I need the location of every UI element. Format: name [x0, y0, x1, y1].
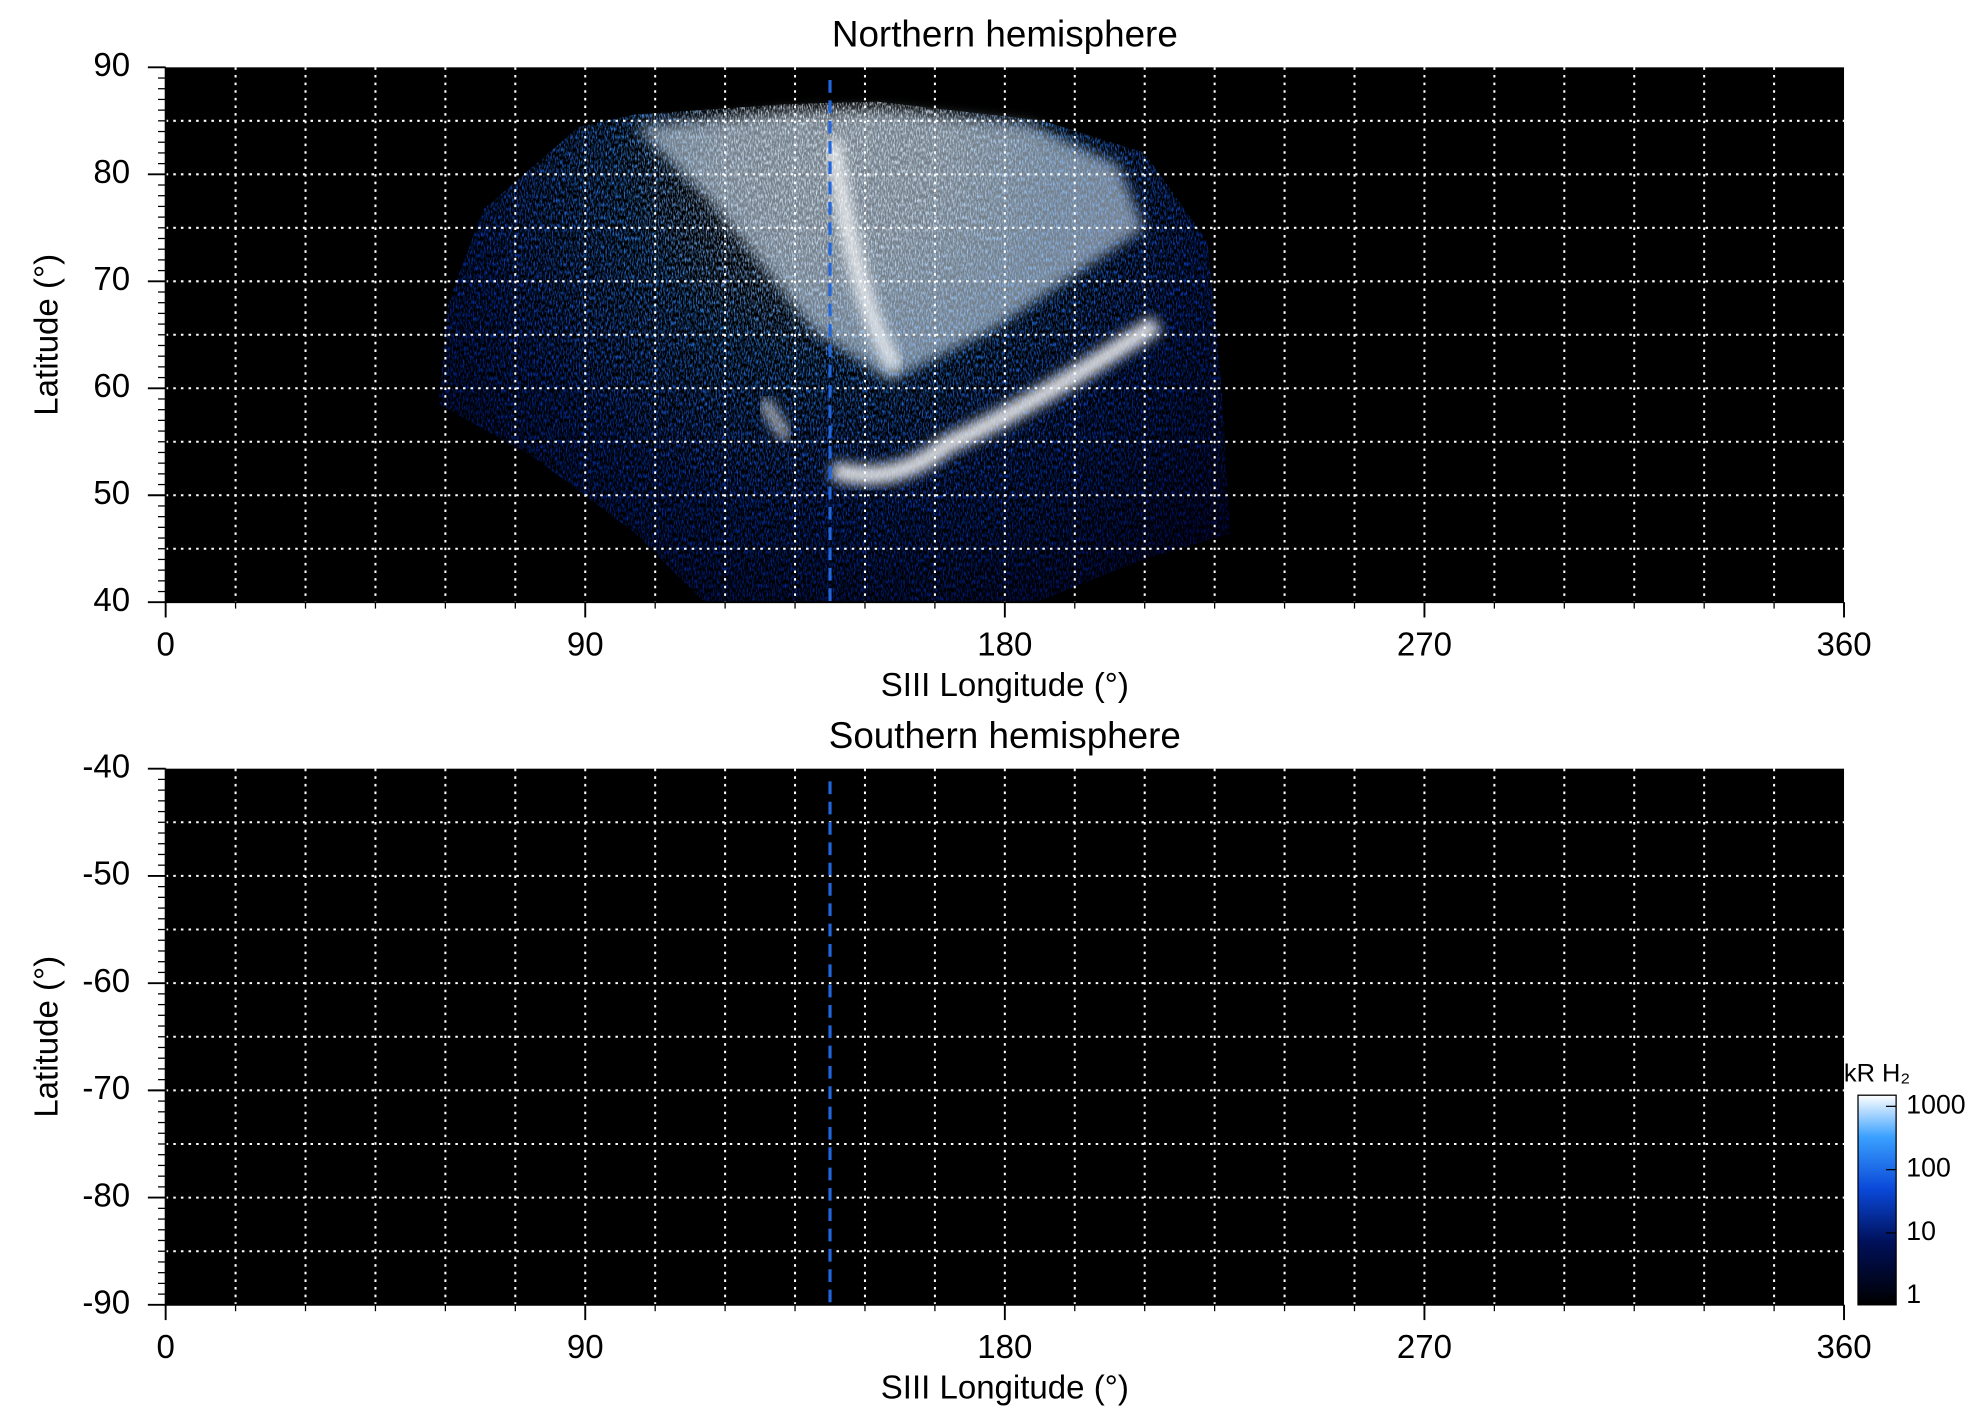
colorbar-tick-label: 1000 [1906, 1089, 1965, 1119]
y-tick-label: -60 [82, 962, 130, 999]
x-axis-label: SIII Longitude (°) [881, 666, 1129, 703]
y-tick-label: 60 [93, 367, 130, 404]
x-axis-label: SIII Longitude (°) [881, 1369, 1129, 1406]
y-tick-label: -80 [82, 1176, 130, 1213]
y-axis-label: Latitude (°) [27, 254, 64, 416]
x-tick-label: 90 [567, 625, 604, 662]
x-tick-label: 180 [977, 1328, 1032, 1365]
chart-title: Northern hemisphere [832, 14, 1178, 55]
y-tick-label: -70 [82, 1069, 130, 1106]
y-tick-label: 40 [93, 581, 130, 618]
colorbar [1857, 1094, 1897, 1306]
x-tick-label: 180 [977, 625, 1032, 662]
colorbar-tick-label: 10 [1906, 1216, 1936, 1246]
chart-title: Southern hemisphere [829, 715, 1181, 756]
x-tick-label: 90 [567, 1328, 604, 1365]
y-tick-label: -50 [82, 855, 130, 892]
y-tick-label: 80 [93, 153, 130, 190]
y-tick-label: 90 [93, 46, 130, 83]
y-tick-label: 50 [93, 474, 130, 511]
y-tick-label: 70 [93, 260, 130, 297]
x-tick-label: 0 [156, 625, 174, 662]
x-tick-label: 0 [156, 1328, 174, 1365]
colorbar-label: kR H₂ [1844, 1060, 1910, 1088]
x-tick-label: 360 [1816, 625, 1871, 662]
colorbar-tick-label: 100 [1906, 1153, 1951, 1183]
colorbar-tick-label: 1 [1906, 1279, 1921, 1309]
y-tick-label: -90 [82, 1284, 130, 1321]
x-tick-label: 360 [1816, 1328, 1871, 1365]
x-tick-label: 270 [1397, 625, 1452, 662]
y-tick-label: -40 [82, 747, 130, 784]
aurora-image [438, 101, 1231, 603]
x-tick-label: 270 [1397, 1328, 1452, 1365]
y-axis-label: Latitude (°) [27, 956, 64, 1118]
